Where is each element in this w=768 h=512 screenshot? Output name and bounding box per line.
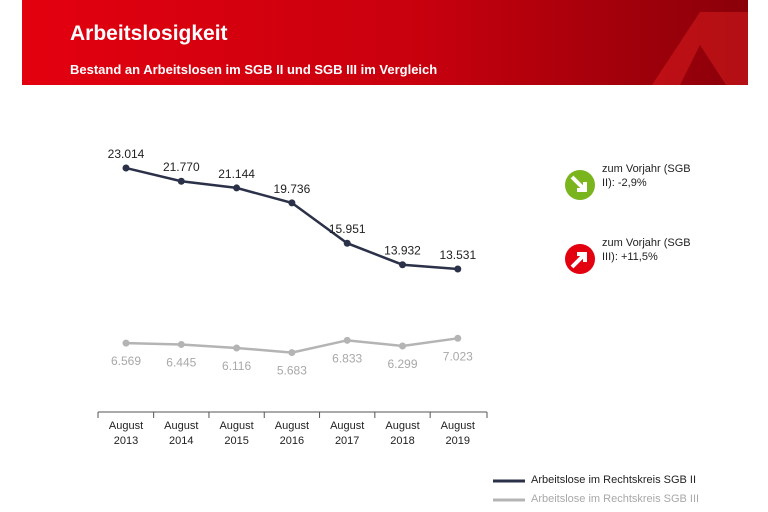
annotation: zum Vorjahr (SGB II): -2,9% xyxy=(602,163,691,189)
data-point xyxy=(399,342,406,350)
legend-label: Arbeitslose im Rechtskreis SGB II xyxy=(531,474,697,486)
x-tick-label: August 2018 xyxy=(385,420,420,447)
value-label: 6.569 xyxy=(111,354,141,368)
data-point xyxy=(122,164,130,172)
value-label: 13.531 xyxy=(439,248,476,262)
data-point xyxy=(233,344,241,352)
title: Arbeitslosigkeit xyxy=(70,22,228,45)
data-point xyxy=(177,177,185,185)
value-label: 21.144 xyxy=(218,167,255,181)
data-point xyxy=(399,261,406,269)
value-label: 6.833 xyxy=(332,351,362,365)
annotation: zum Vorjahr (SGB III): +11,5% xyxy=(602,237,691,263)
x-tick-label: August 2016 xyxy=(274,420,310,447)
data-point xyxy=(233,184,241,192)
arrow-up xyxy=(570,252,587,269)
value-label: 6.445 xyxy=(166,355,196,369)
x-tick-label: August 2017 xyxy=(330,420,365,447)
value-label: 6.299 xyxy=(387,357,417,371)
data-point xyxy=(288,199,296,207)
data-point xyxy=(454,265,462,273)
logo xyxy=(652,12,748,85)
header-band xyxy=(22,0,748,85)
value-label: 15.951 xyxy=(329,222,366,236)
value-label: 21.770 xyxy=(163,160,200,174)
data-point xyxy=(343,336,351,344)
value-label: 7.023 xyxy=(443,349,473,363)
data-point xyxy=(177,340,185,348)
value-label: 13.932 xyxy=(384,244,421,258)
arrow-down xyxy=(570,175,587,192)
legend-label: Arbeitslose im Rechtskreis SGB III xyxy=(531,493,700,505)
value-label: 23.014 xyxy=(108,147,145,161)
x-tick-label: August 2014 xyxy=(164,420,199,447)
value-label: 5.683 xyxy=(277,364,307,378)
data-point xyxy=(454,334,462,342)
x-tick-label: August 2019 xyxy=(440,420,475,447)
value-label: 19.736 xyxy=(274,182,311,196)
x-tick-label: August 2015 xyxy=(219,420,254,447)
value-label: 6.116 xyxy=(222,359,251,373)
data-point xyxy=(343,239,351,247)
x-tick-label: August 2013 xyxy=(108,420,144,447)
data-point xyxy=(288,349,296,357)
data-point xyxy=(122,339,130,347)
subtitle: Bestand an Arbeitslosen im SGB II und SG… xyxy=(70,62,438,77)
